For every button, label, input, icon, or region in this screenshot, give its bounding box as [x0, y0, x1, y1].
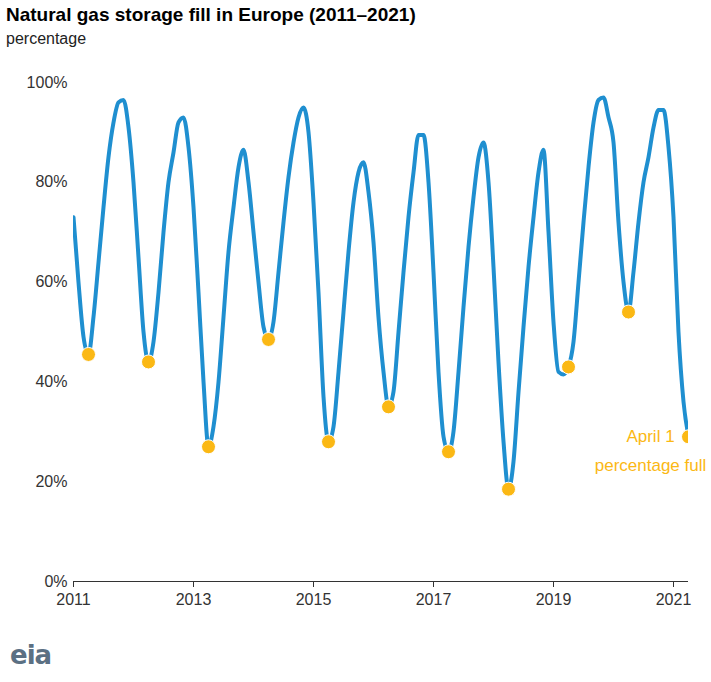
svg-text:2015: 2015	[296, 591, 332, 608]
svg-text:60%: 60%	[35, 273, 67, 290]
html-text:eia: eia	[10, 640, 52, 670]
svg-text:100%: 100%	[27, 74, 68, 91]
svg-text:percentage full: percentage full	[595, 456, 707, 475]
svg-text:0%: 0%	[44, 573, 67, 590]
svg-text:April 1: April 1	[626, 427, 674, 446]
svg-text:40%: 40%	[35, 373, 67, 390]
svg-text:2011: 2011	[56, 591, 91, 608]
svg-text:2017: 2017	[416, 591, 452, 608]
svg-text:2013: 2013	[176, 591, 212, 608]
svg-text:2019: 2019	[536, 591, 572, 608]
svg-text:2021: 2021	[656, 591, 692, 608]
svg-text:80%: 80%	[35, 173, 67, 190]
html-text:Natural gas storage fill in Eu: Natural gas storage fill in Europe (2011…	[6, 4, 416, 25]
html-text:percentage: percentage	[6, 30, 87, 47]
svg-text:20%: 20%	[35, 473, 67, 490]
